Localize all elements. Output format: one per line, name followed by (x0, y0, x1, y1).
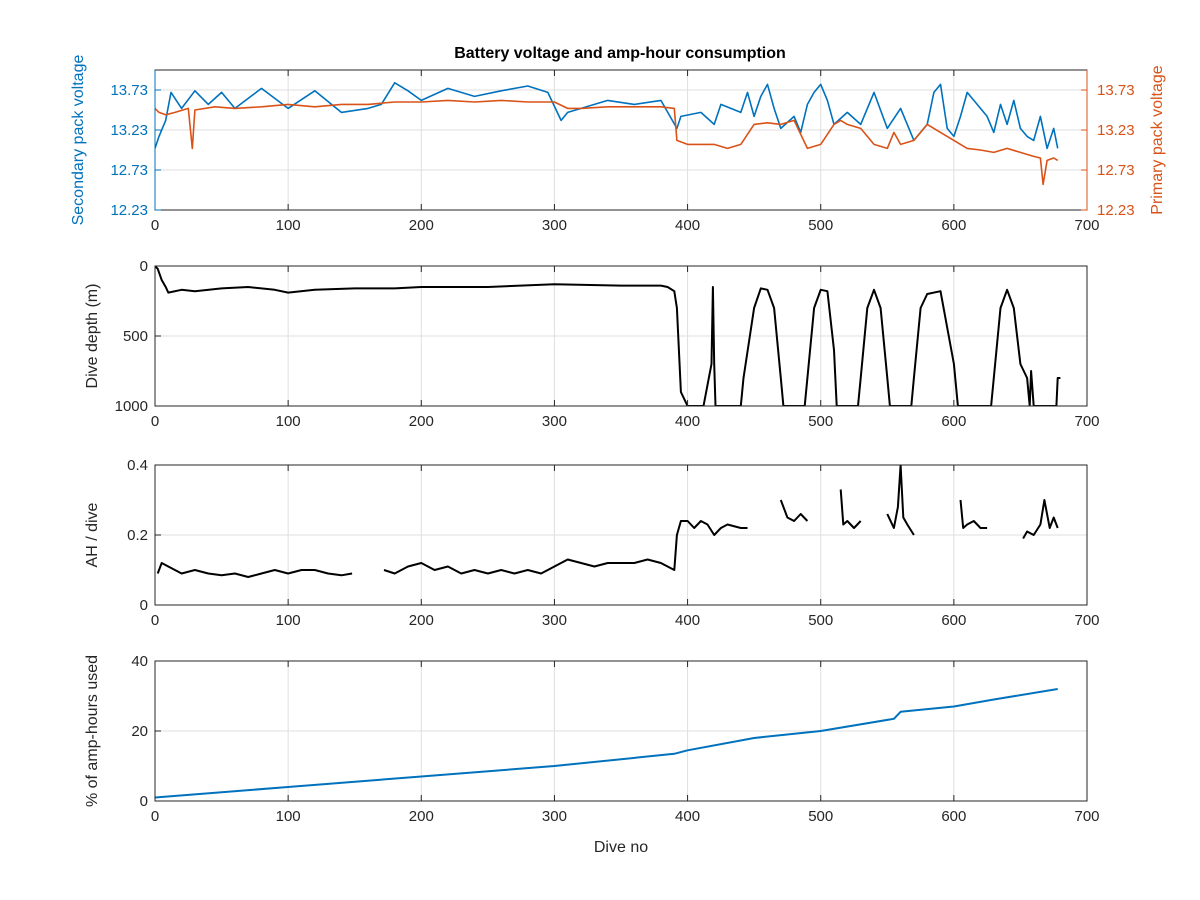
plots-group: 0 100 200 300 400 500 600 70012.2312.7313.2313.… (70, 55, 1166, 856)
x-tick-label: 600 (941, 217, 966, 234)
series-line-1 (155, 266, 1061, 406)
x-tick-label: 400 (675, 612, 700, 629)
y-tick-label-right: 13.73 (1097, 82, 1135, 99)
x-tick-label: 500 (808, 612, 833, 629)
y-axis-label: Secondary pack voltage (70, 55, 87, 226)
x-tick-label: 700 (1074, 612, 1099, 629)
y-tick-label: 13.73 (110, 82, 148, 99)
subplot-2: 0 100 200 300 400 500 600 700 0 500 1000 Dive depth… (84, 258, 1100, 430)
y-tick-label: 0.2 (127, 527, 148, 544)
y-tick-label-right: 12.23 (1097, 202, 1135, 219)
x-tick-label: 300 (542, 808, 567, 825)
x-tick-label: 200 (409, 413, 434, 430)
x-tick-label: 100 (276, 217, 301, 234)
x-tick-label: 300 (542, 612, 567, 629)
y-tick-label: 12.73 (110, 162, 148, 179)
x-tick-label: 300 (542, 413, 567, 430)
y-axis-label-right: Primary pack voltage (1149, 65, 1166, 214)
x-tick-label: 400 (675, 808, 700, 825)
series-line-1 (155, 82, 1059, 150)
y-tick-label-right: 12.73 (1097, 162, 1135, 179)
y-tick-label: 0.4 (127, 457, 148, 474)
y-tick-label: 0 (140, 258, 148, 275)
series-line-1 (156, 465, 1059, 578)
x-tick-label: 200 (409, 808, 434, 825)
x-tick-label: 600 (941, 413, 966, 430)
subplot-1: 0 100 200 300 400 500 600 70012.2312.7313.2313.… (70, 55, 1166, 234)
y-tick-label: 1000 (115, 398, 148, 415)
y-axis-label: Dive depth (m) (84, 284, 101, 389)
x-tick-label: 700 (1074, 217, 1099, 234)
figure-title: Battery voltage and amp-hour consumption (454, 45, 786, 62)
y-tick-label: 13.23 (110, 122, 148, 139)
y-tick-label: 0 (140, 793, 148, 810)
x-tick-label: 300 (542, 217, 567, 234)
x-tick-label: 600 (941, 612, 966, 629)
x-tick-label: 0 (151, 612, 159, 629)
y-tick-label: 12.23 (110, 202, 148, 219)
series-line-1 (155, 688, 1058, 799)
series-line-2 (155, 99, 1059, 186)
y-tick-label: 40 (131, 653, 148, 670)
x-tick-label: 100 (276, 612, 301, 629)
x-tick-label: 400 (675, 413, 700, 430)
x-tick-label: 200 (409, 217, 434, 234)
x-tick-label: 0 (151, 413, 159, 430)
x-tick-label: 200 (409, 612, 434, 629)
y-tick-label: 500 (123, 328, 148, 345)
plot-area (155, 70, 1087, 210)
y-tick-label: 0 (140, 597, 148, 614)
y-axis-label: AH / dive (84, 502, 101, 567)
x-tick-label: 400 (675, 217, 700, 234)
x-tick-label: 100 (276, 808, 301, 825)
x-tick-label: 600 (941, 808, 966, 825)
y-axis-label: % of amp-hours used (84, 655, 101, 807)
x-tick-label: 700 (1074, 413, 1099, 430)
y-tick-label: 20 (131, 723, 148, 740)
x-tick-label: 0 (151, 217, 159, 234)
x-tick-label: 0 (151, 808, 159, 825)
x-tick-label: 500 (808, 808, 833, 825)
x-tick-label: 100 (276, 413, 301, 430)
subplot-4: 0 100 200 300 400 500 600 700 0 20 40 % of amp-hour… (84, 653, 1100, 856)
x-tick-label: 700 (1074, 808, 1099, 825)
x-tick-label: 500 (808, 217, 833, 234)
subplot-3: 0 100 200 300 400 500 600 700 0 0.2 0.4 AH / dive (84, 457, 1100, 629)
y-tick-label-right: 13.23 (1097, 122, 1135, 139)
x-axis-label: Dive no (594, 839, 648, 856)
x-tick-label: 500 (808, 413, 833, 430)
